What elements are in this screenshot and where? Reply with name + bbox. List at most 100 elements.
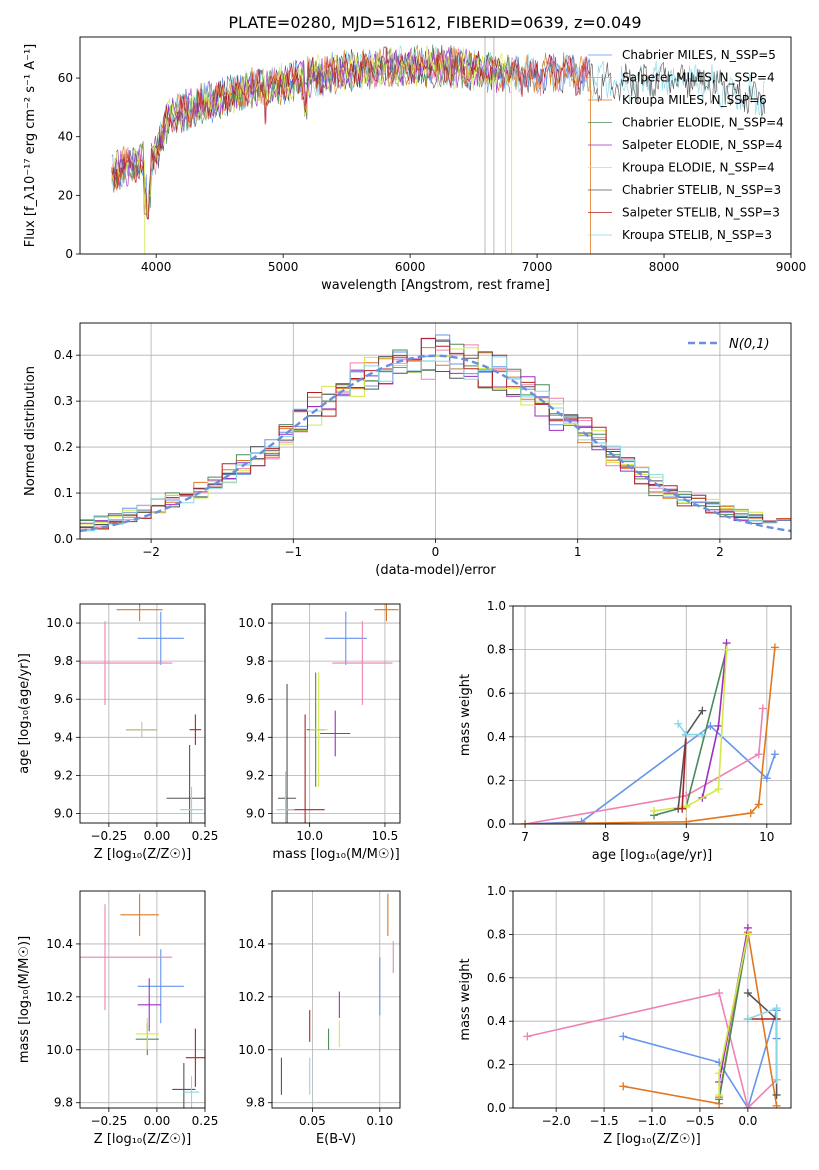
y-tick-label: 0.0 (487, 1101, 506, 1115)
y-tick-label: 0.0 (54, 532, 73, 546)
mass-weight-line (718, 934, 749, 1100)
x-tick-label: 4000 (141, 260, 172, 274)
y-axis-label: Flux [f_λ10⁻¹⁷ erg cm⁻² s⁻¹ A⁻¹] (23, 44, 38, 248)
plus-marker (706, 721, 715, 730)
y-tick-label: 9.0 (246, 806, 265, 820)
y-tick-label: 0.4 (487, 730, 506, 744)
x-tick-label: 0.0 (738, 1114, 757, 1128)
figure-title: PLATE=0280, MJD=51612, FIBERID=0639, z=0… (228, 13, 641, 32)
plus-marker (722, 645, 731, 654)
plus-marker (650, 806, 659, 815)
spectrum-line (111, 46, 591, 220)
y-tick-label: 0.6 (487, 971, 506, 985)
axes-frame (512, 890, 792, 1109)
x-tick-label: 0.25 (192, 1114, 219, 1128)
x-tick-label: −2.0 (542, 1114, 571, 1128)
y-tick-label: 10.2 (46, 990, 73, 1004)
error-bar-point (189, 714, 202, 745)
plus-marker (746, 809, 755, 818)
y-tick-label: 9.8 (246, 654, 265, 668)
axes-frame (271, 603, 401, 824)
legend-entry: Chabrier STELIB, N_SSP=3 (622, 183, 781, 197)
y-tick-label: 0.0 (487, 817, 506, 831)
age-vs-mass-axes: 10.0 10.5 9.0 9.2 9.4 9.6 9.8 10.0 mass [log₁₀(M… (238, 603, 401, 862)
mass-vs-EBV-plot (280, 893, 394, 1095)
plus-marker (523, 1032, 532, 1041)
error-bar-point (278, 683, 297, 823)
legend-entry: N(0,1) (729, 337, 770, 352)
x-tick-label: −1.0 (637, 1114, 666, 1128)
error-bar-point (126, 722, 157, 738)
x-tick-label: −0.5 (685, 1114, 714, 1128)
error-bar-point (137, 978, 161, 1032)
spectrum-plot (111, 37, 766, 254)
plus-marker (521, 820, 530, 824)
y-axis-label: mass [log₁₀(M/M☉)] (17, 936, 32, 1063)
residual-histogram-plot (80, 334, 791, 533)
x-axis-label: Z [log₁₀(Z/Z☉)] (94, 847, 191, 862)
y-tick-label: 9.8 (246, 1096, 265, 1110)
error-bar-point (137, 949, 184, 1024)
plus-marker (772, 1101, 781, 1108)
x-axis-label: mass [log₁₀(M/M☉)] (272, 847, 399, 862)
age-vs-mass-plot (276, 604, 399, 823)
y-tick-label: 0.8 (487, 927, 506, 941)
mass-vs-EBV-axes: 0.05 0.10 9.8 10.0 10.2 10.4 E(B-V) (238, 890, 401, 1147)
error-bar-point (80, 904, 173, 1011)
x-tick-label: 1 (574, 545, 582, 559)
x-tick-label: 9 (682, 830, 690, 844)
axes-frame (512, 605, 792, 825)
legend-entry: Salpeter MILES, N_SSP=4 (622, 71, 775, 85)
histogram-series (80, 351, 791, 528)
x-tick-label: 10.5 (372, 829, 399, 843)
error-bar-point (332, 621, 393, 705)
mass-weight-vs-age-axes: 7 8 9 10 0.0 0.2 0.4 0.6 0.8 1.0 age [log₁₀(age/yr… (458, 599, 792, 863)
plus-marker (678, 804, 687, 813)
error-bar-point (309, 672, 328, 787)
x-tick-label: −1.5 (589, 1114, 618, 1128)
y-tick-label: 10.0 (238, 616, 265, 630)
y-tick-label: 10.0 (238, 1043, 265, 1057)
legend-entry: Kroupa ELODIE, N_SSP=4 (622, 161, 775, 175)
x-tick-label: 0.10 (366, 1114, 393, 1128)
y-tick-label: 10.4 (238, 937, 265, 951)
x-tick-label: 7 (521, 830, 529, 844)
plus-marker (772, 1075, 781, 1084)
y-tick-label: 10.0 (46, 616, 73, 630)
y-tick-label: 40 (58, 130, 73, 144)
x-axis-label: E(B-V) (316, 1132, 356, 1147)
plus-marker (715, 988, 724, 997)
axes-frame (79, 603, 206, 824)
plus-marker (772, 1004, 781, 1013)
axes-frame (79, 890, 206, 1109)
spectrum-axes: 4000 5000 6000 7000 8000 9000 0 20 40 60 wavelengt… (23, 36, 807, 293)
y-tick-label: 9.6 (246, 692, 265, 706)
y-tick-label: 10.0 (46, 1043, 73, 1057)
y-tick-label: 10.2 (238, 990, 265, 1004)
age-vs-Z-plot (80, 604, 205, 823)
error-bar-point (135, 1018, 159, 1050)
y-tick-label: 1.0 (487, 599, 506, 613)
mass-weight-vs-Z-axes: −2.0 −1.5 −1.0 −0.5 0.0 0.0 0.2 0.4 0.6 0.8 1.0 Z [… (458, 884, 792, 1147)
x-tick-label: 9000 (776, 260, 807, 274)
y-tick-label: 60 (58, 71, 73, 85)
legend-entry: Salpeter STELIB, N_SSP=3 (622, 206, 780, 220)
plus-marker (743, 930, 752, 939)
error-bar-point (137, 611, 184, 665)
error-bar-point (183, 1076, 200, 1108)
mass-weight-line (524, 708, 764, 824)
mass-weight-vs-Z-plot (523, 923, 781, 1108)
plus-marker (682, 730, 691, 739)
plus-marker (715, 1069, 724, 1078)
x-tick-label: 5000 (268, 260, 299, 274)
x-tick-label: 8 (602, 830, 610, 844)
y-tick-label: 0 (65, 247, 73, 261)
histogram-legend: N(0,1) (688, 337, 770, 352)
plus-marker (715, 1090, 724, 1099)
y-tick-label: 9.0 (54, 806, 73, 820)
plus-marker (714, 785, 723, 794)
mass-weight-line (653, 649, 728, 812)
x-tick-label: 6000 (395, 260, 426, 274)
plus-marker (758, 704, 767, 713)
plus-marker (619, 1082, 628, 1091)
